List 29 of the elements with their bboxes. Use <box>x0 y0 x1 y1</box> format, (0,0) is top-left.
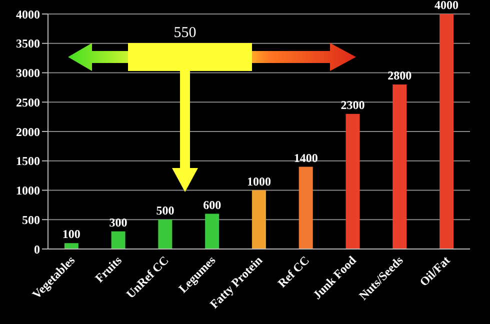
bar <box>252 190 266 249</box>
data-label: 1400 <box>294 150 318 165</box>
bar <box>346 114 360 249</box>
data-label: 4000 <box>434 0 459 12</box>
x-tick-label: Ref CC <box>275 253 312 290</box>
y-tick-label: 2000 <box>16 124 40 139</box>
data-label: 100 <box>62 227 80 242</box>
data-label: 500 <box>156 204 174 218</box>
bar <box>205 214 220 249</box>
data-label: 300 <box>109 215 128 230</box>
y-tick-label: 1000 <box>16 184 40 198</box>
bar <box>158 220 172 249</box>
y-tick-label: 3500 <box>16 36 40 51</box>
y-tick-label: 4000 <box>16 7 40 22</box>
bar <box>64 243 78 249</box>
y-tick-label: 1500 <box>16 154 40 168</box>
y-tick-label: 0 <box>34 242 40 256</box>
data-label: 2800 <box>388 68 412 82</box>
y-tick-label: 3000 <box>16 66 40 80</box>
data-label: 1000 <box>246 174 271 188</box>
bar <box>392 84 407 249</box>
y-tick-label: 500 <box>22 212 40 227</box>
bar <box>440 14 454 249</box>
bar <box>111 231 126 249</box>
data-label: 2300 <box>340 98 365 112</box>
data-label: 600 <box>203 198 222 212</box>
annotation: 550 <box>174 25 196 41</box>
y-tick-label: 2500 <box>16 95 40 110</box>
bar <box>298 166 313 249</box>
